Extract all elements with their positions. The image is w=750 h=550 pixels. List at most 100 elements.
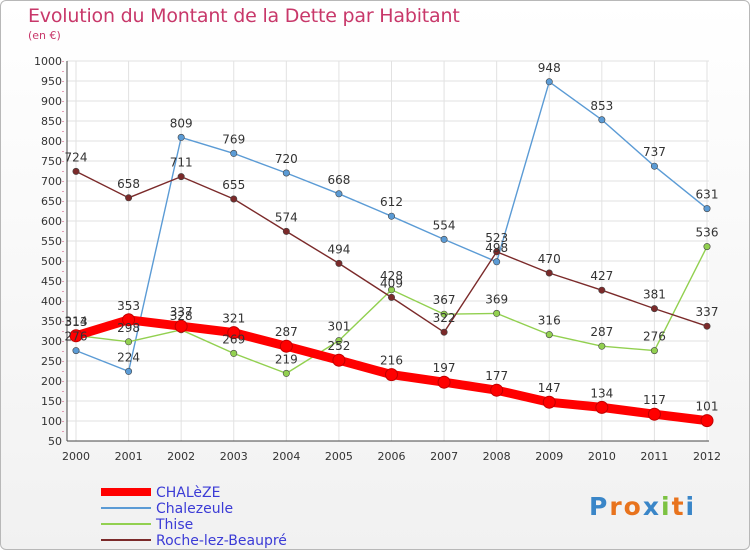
- x-tick-label: 2011: [640, 450, 668, 463]
- data-point: [440, 328, 448, 336]
- data-point: [177, 133, 185, 141]
- data-point: [72, 347, 80, 355]
- data-label: 269: [222, 332, 245, 346]
- data-point: [335, 337, 343, 345]
- data-label: 369: [485, 292, 508, 306]
- data-label: 769: [222, 132, 245, 146]
- data-point: [174, 319, 188, 333]
- data-point: [650, 162, 658, 170]
- data-label: 381: [643, 288, 666, 302]
- data-label: 313: [65, 315, 88, 329]
- data-point: [598, 342, 606, 350]
- data-label: 314: [65, 314, 88, 328]
- data-point: [385, 368, 398, 382]
- data-label: 219: [275, 352, 298, 366]
- y-tick-label: 850: [41, 115, 62, 128]
- data-point: [493, 248, 501, 256]
- x-tick-label: 2008: [483, 450, 511, 463]
- data-label: 655: [222, 178, 245, 192]
- x-tick-label: 2009: [535, 450, 563, 463]
- data-point: [122, 313, 136, 327]
- data-point: [700, 414, 714, 428]
- x-tick-label: 2012: [693, 450, 721, 463]
- data-label: 216: [380, 354, 403, 368]
- y-tick-label: 450: [41, 275, 62, 288]
- data-label: 658: [117, 177, 140, 191]
- y-tick-label: 50: [48, 435, 62, 448]
- data-label: 287: [275, 325, 298, 339]
- x-tick-label: 2002: [167, 450, 195, 463]
- data-label: 494: [327, 242, 350, 256]
- data-point: [279, 339, 293, 353]
- data-label: 498: [485, 241, 508, 255]
- data-label: 353: [117, 299, 140, 313]
- chart-unit: (en €): [28, 29, 61, 42]
- data-label: 197: [433, 361, 456, 375]
- data-point: [125, 367, 133, 375]
- data-point: [440, 310, 448, 318]
- data-point: [545, 331, 553, 339]
- data-point: [598, 116, 606, 124]
- y-tick-label: 350: [41, 315, 62, 328]
- chart-title: Evolution du Montant de la Dette par Hab…: [28, 5, 460, 27]
- x-tick-label: 2001: [115, 450, 143, 463]
- data-label: 737: [643, 145, 666, 159]
- data-point: [490, 383, 504, 397]
- data-point: [335, 259, 343, 267]
- data-point: [282, 227, 290, 235]
- data-point: [595, 400, 609, 414]
- data-point: [227, 326, 241, 340]
- data-label: 101: [696, 400, 719, 414]
- data-point: [230, 195, 238, 203]
- data-label: 631: [696, 188, 719, 202]
- data-label: 276: [65, 330, 88, 344]
- x-tick-label: 2010: [588, 450, 616, 463]
- data-point: [332, 353, 346, 367]
- data-label: 536: [696, 226, 719, 240]
- y-tick-label: 400: [41, 295, 62, 308]
- data-point: [650, 305, 658, 313]
- data-point: [647, 407, 661, 421]
- y-tick-label: 500: [41, 255, 62, 268]
- data-point: [69, 329, 83, 343]
- proxiti-logo: Proxiti: [589, 492, 697, 521]
- y-tick-label: 550: [41, 235, 62, 248]
- data-point: [230, 349, 238, 357]
- x-tick-label: 2000: [62, 450, 90, 463]
- data-label: 224: [117, 350, 140, 364]
- data-label: 134: [590, 386, 613, 400]
- data-label: 301: [327, 320, 350, 334]
- data-label: 177: [485, 369, 508, 383]
- y-tick-label: 800: [41, 135, 62, 148]
- y-tick-label: 300: [41, 335, 62, 348]
- data-point: [387, 212, 395, 220]
- data-point: [703, 322, 711, 330]
- x-tick-label: 2007: [430, 450, 458, 463]
- data-point: [650, 347, 658, 355]
- x-tick-label: 2005: [325, 450, 353, 463]
- data-label: 724: [65, 150, 88, 164]
- y-tick-label: 750: [41, 155, 62, 168]
- y-tick-label: 100: [41, 415, 62, 428]
- data-label: 711: [170, 156, 193, 170]
- data-label: 147: [538, 381, 561, 395]
- data-label: 117: [643, 393, 666, 407]
- legend-label: Roche-lez-Beaupré: [156, 533, 287, 549]
- data-point: [493, 309, 501, 317]
- y-tick-label: 150: [41, 395, 62, 408]
- data-point: [387, 286, 395, 294]
- data-label: 574: [275, 210, 298, 224]
- data-point: [440, 235, 448, 243]
- data-label: 322: [433, 311, 456, 325]
- data-label: 668: [327, 173, 350, 187]
- y-tick-label: 1000: [34, 55, 62, 68]
- data-label: 428: [380, 269, 403, 283]
- data-label: 298: [117, 321, 140, 335]
- data-point: [542, 395, 556, 409]
- data-point: [335, 190, 343, 198]
- data-label: 427: [590, 269, 613, 283]
- data-point: [598, 286, 606, 294]
- data-label: 316: [538, 314, 561, 328]
